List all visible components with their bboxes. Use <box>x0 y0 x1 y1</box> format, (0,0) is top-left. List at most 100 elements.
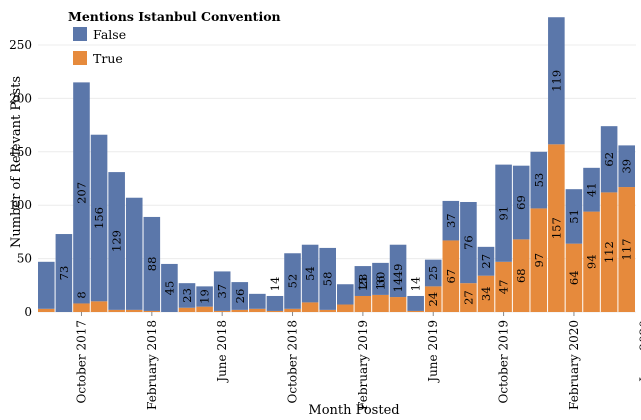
bar-true <box>125 309 143 312</box>
y-tick-label: 250 <box>9 38 32 52</box>
bar-true <box>600 192 618 312</box>
bar-value-label: 14 <box>391 278 405 293</box>
bar-value-label: 207 <box>75 182 89 204</box>
x-tick-label: October 2018 <box>286 320 300 403</box>
bar-value-label: 49 <box>391 264 405 279</box>
bar-false <box>249 293 266 309</box>
bar-false <box>301 244 319 303</box>
bar-true <box>548 144 565 312</box>
y-tick-label: 100 <box>9 198 32 212</box>
bar-false <box>90 134 108 302</box>
y-tick-label: 0 <box>24 305 32 319</box>
bar-true <box>178 307 196 312</box>
bar-false <box>477 246 495 276</box>
bar-value-label: 53 <box>532 173 546 188</box>
bar-value-label: 68 <box>514 268 528 283</box>
bar-false <box>143 216 161 311</box>
bar-value-label: 28 <box>356 274 370 289</box>
bar-value-label: 157 <box>549 217 563 239</box>
bar-true <box>73 303 90 312</box>
bar-value-label: 27 <box>461 290 475 305</box>
bar-value-label: 129 <box>110 230 124 252</box>
bar-false <box>354 266 372 296</box>
bar-true <box>477 275 495 312</box>
bar-true <box>460 283 477 312</box>
legend: Mentions Istanbul Convention False True <box>68 9 281 66</box>
bar-false <box>266 295 284 311</box>
bar-true <box>231 309 249 312</box>
bar-value-label: 15 <box>356 277 370 292</box>
bar-false <box>196 286 213 307</box>
bar-value-label: 14 <box>409 277 423 292</box>
x-tick-label: October 2017 <box>75 320 89 403</box>
bar-true <box>389 297 407 312</box>
bar-value-label: 117 <box>620 239 634 261</box>
x-tick-label: June 2020 <box>637 320 641 384</box>
bar-true <box>249 308 266 312</box>
bar-value-label: 47 <box>497 280 511 295</box>
bar-false <box>583 167 600 212</box>
bar-false <box>565 189 583 244</box>
bar-true <box>90 301 108 312</box>
bar-value-label: 30 <box>374 272 388 287</box>
bar-value-label: 112 <box>602 241 616 263</box>
bar-true <box>565 243 583 312</box>
bar-true <box>407 310 424 312</box>
bar-value-label: 67 <box>444 269 458 284</box>
bar-value-label: 23 <box>180 288 194 303</box>
bar-false <box>618 145 635 188</box>
bar-true <box>301 302 319 312</box>
bar-value-label: 76 <box>461 235 475 250</box>
bar-false <box>530 151 548 209</box>
bar-false <box>372 262 389 295</box>
bar-true <box>319 309 336 312</box>
bar-true <box>495 261 512 312</box>
bar-value-label: 94 <box>585 254 599 269</box>
bar-true <box>512 239 530 312</box>
bar-true <box>196 306 213 312</box>
x-tick-label: June 2019 <box>426 320 440 384</box>
bar-value-label: 62 <box>602 152 616 167</box>
legend-swatch-false <box>73 27 87 41</box>
bar-false <box>178 283 196 308</box>
bar-false <box>548 17 565 145</box>
bar-false <box>231 282 249 310</box>
bar-false <box>319 247 336 310</box>
bar-false <box>55 234 73 312</box>
bar-value-label: 26 <box>233 289 247 304</box>
bar-value-label: 88 <box>145 257 159 272</box>
x-tick-label: February 2019 <box>356 320 370 410</box>
bar-false <box>495 164 512 262</box>
bar-value-label: 34 <box>479 286 493 301</box>
bar-value-label: 51 <box>567 209 581 224</box>
bar-true <box>266 310 284 312</box>
bar-false <box>460 201 477 284</box>
x-tick-label: February 2020 <box>567 320 581 410</box>
bar-value-label: 25 <box>426 266 440 281</box>
bar-true <box>337 304 354 312</box>
bar-value-label: 24 <box>426 292 440 307</box>
bar-value-label: 16 <box>374 276 388 291</box>
bar-true <box>530 208 548 312</box>
bar-false <box>38 261 55 309</box>
bar-value-label: 45 <box>162 281 176 296</box>
bar-value-label: 69 <box>514 195 528 210</box>
bar-true <box>583 211 600 312</box>
bars <box>38 17 635 312</box>
x-axis-title: Month Posted <box>308 403 399 418</box>
bar-true <box>143 310 161 312</box>
bar-false <box>512 165 530 240</box>
bar-false <box>213 271 231 311</box>
axes: 0 50 100 150 200 250 October 2017 February 2018… <box>9 38 641 410</box>
legend-title: Mentions Istanbul Convention <box>68 9 281 24</box>
bar-false <box>125 197 143 310</box>
bar-true <box>442 240 460 312</box>
bar-false <box>73 82 90 304</box>
bar-value-label: 119 <box>549 70 563 92</box>
bar-false <box>161 263 178 312</box>
bar-false <box>389 244 407 298</box>
y-tick-label: 150 <box>9 145 32 159</box>
bar-true <box>38 308 55 312</box>
legend-swatch-true <box>73 51 87 65</box>
bar-value-label: 41 <box>585 182 599 197</box>
